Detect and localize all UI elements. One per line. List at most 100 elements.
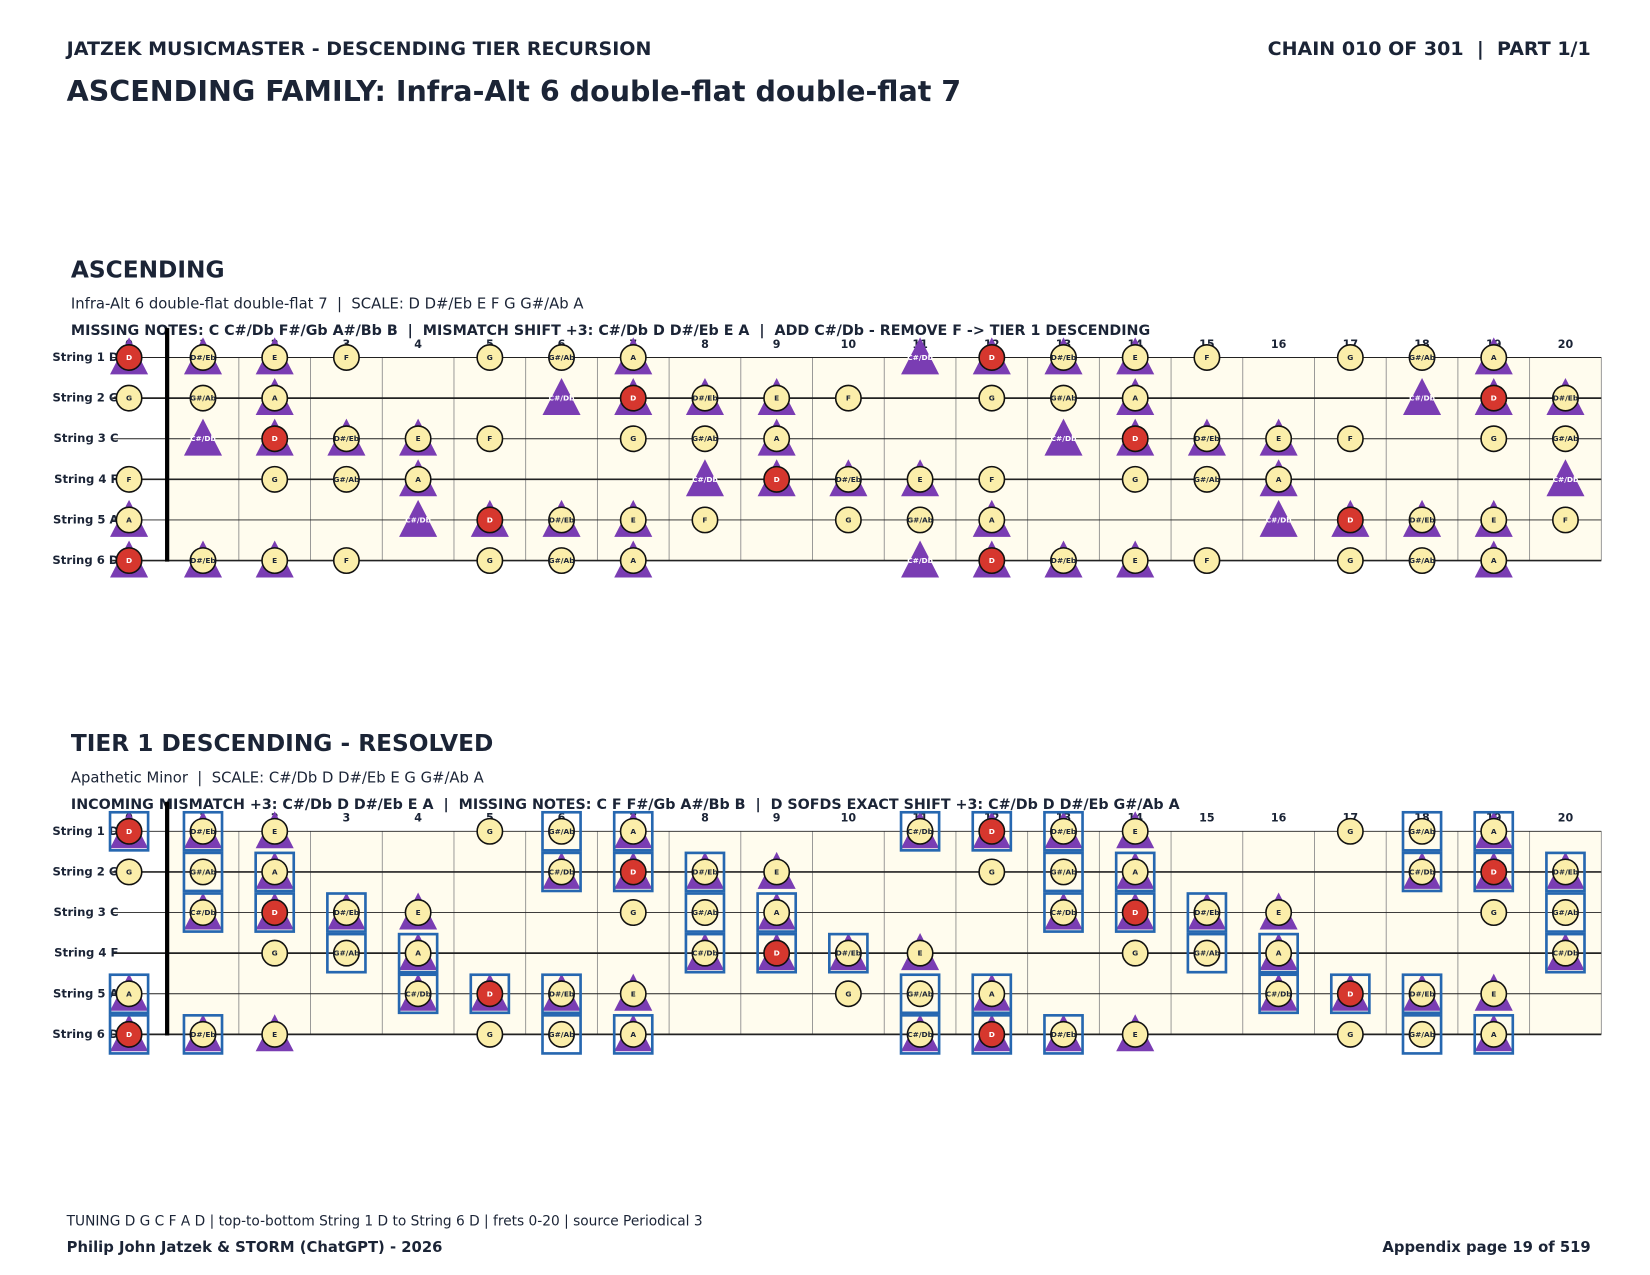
note-label: D <box>989 353 995 362</box>
scale-circle <box>189 384 217 412</box>
note: G#/Ab <box>1186 932 1228 974</box>
note-label: D#/Eb <box>1553 394 1578 403</box>
note-label: D#/Eb <box>1553 867 1578 876</box>
note-label: G#/Ab <box>333 475 359 484</box>
scale-circle <box>1480 899 1508 927</box>
note-label: A <box>1276 475 1282 484</box>
note: G#/Ab <box>541 810 582 852</box>
note: D <box>108 1014 150 1055</box>
scale-circle <box>332 547 360 575</box>
scale-circle <box>548 858 576 886</box>
string-label: String 1 D <box>52 824 118 838</box>
note-label: D <box>989 827 995 836</box>
note: G <box>476 547 504 575</box>
note: E <box>1259 418 1298 456</box>
note: A <box>1258 932 1299 974</box>
shift-box <box>254 892 296 933</box>
shift-box <box>326 932 367 974</box>
root-circle <box>763 465 791 493</box>
shift-box <box>899 810 941 852</box>
note: G#/Ab <box>326 932 367 974</box>
scale-circle <box>115 980 143 1008</box>
fret-number: 4 <box>414 812 422 825</box>
shift-box <box>971 973 1013 1015</box>
note: E <box>255 811 294 849</box>
note-label: G#/Ab <box>1409 353 1435 362</box>
scale-circle <box>332 344 360 371</box>
note-label: G#/Ab <box>333 949 359 958</box>
note-label: A <box>1276 949 1282 958</box>
scale-circle <box>619 547 647 575</box>
shift-box <box>541 973 582 1015</box>
note: G <box>1336 817 1364 845</box>
scale-circle <box>332 939 360 967</box>
shift-box <box>1401 851 1443 893</box>
note-label: D <box>272 908 278 917</box>
scale-circle <box>548 547 576 575</box>
note-label: E <box>1133 827 1138 836</box>
scale-circle <box>404 939 432 967</box>
note-label: A <box>630 1030 636 1039</box>
note-label: G <box>989 867 995 876</box>
scale-circle <box>476 547 504 575</box>
shift-box <box>541 851 582 893</box>
root-circle <box>978 547 1006 575</box>
note-label: D#/Eb <box>1194 908 1219 917</box>
scale-circle <box>1551 425 1579 453</box>
note: D#/Eb <box>1187 418 1226 456</box>
note-label: E <box>774 867 779 876</box>
shift-box <box>254 851 296 893</box>
note-label: G#/Ab <box>190 394 216 403</box>
note: A <box>108 973 150 1015</box>
scale-circle <box>261 465 289 493</box>
fret-number: 16 <box>1271 338 1287 351</box>
note-label: G <box>630 434 636 443</box>
fret-number: 9 <box>773 338 781 351</box>
scale-circle <box>978 858 1006 886</box>
scale-circle <box>404 899 432 927</box>
note: D <box>110 540 149 578</box>
note-label: F <box>344 556 349 565</box>
shift-box <box>108 973 150 1015</box>
note-label: C#/Db <box>1051 908 1077 917</box>
note-label: A <box>1491 1030 1497 1039</box>
scale-circle <box>1193 899 1221 927</box>
note: D#/Eb <box>1044 540 1083 578</box>
shift-box <box>684 932 726 974</box>
target-triangle <box>901 337 940 375</box>
shift-box <box>1545 932 1586 974</box>
scale-circle <box>1408 858 1436 886</box>
note: D#/Eb <box>828 932 869 974</box>
note: A <box>399 459 438 497</box>
note-label: A <box>630 353 636 362</box>
note: E <box>901 933 940 971</box>
note-label: F <box>127 475 132 484</box>
note-label: C#/Db <box>692 475 718 484</box>
scale-circle <box>1408 980 1436 1008</box>
scale-circle <box>619 425 647 453</box>
scale-circle <box>619 1020 647 1048</box>
scale-circle <box>906 939 934 967</box>
note-label: D#/Eb <box>190 556 215 565</box>
scale-circle <box>189 817 217 845</box>
note-label: D#/Eb <box>1051 556 1076 565</box>
scale-circle <box>763 425 791 453</box>
note: G <box>476 817 504 845</box>
scale-circle <box>476 817 504 845</box>
note: G#/Ab <box>1551 425 1579 453</box>
scale-circle <box>1121 384 1149 412</box>
note: A <box>397 932 439 974</box>
note: A <box>972 499 1011 537</box>
note: C#/Db <box>901 337 940 375</box>
note-label: D <box>487 989 493 998</box>
scale-circle <box>619 817 647 845</box>
scale-circle <box>1050 344 1077 371</box>
scale-circle <box>476 344 504 371</box>
scale-circle <box>261 817 289 845</box>
scale-circle <box>548 980 576 1008</box>
note-label: G#/Ab <box>1051 867 1077 876</box>
shift-box <box>1186 932 1228 974</box>
note: G <box>476 344 504 371</box>
shift-box <box>971 1014 1013 1055</box>
note-label: D#/Eb <box>190 827 215 836</box>
